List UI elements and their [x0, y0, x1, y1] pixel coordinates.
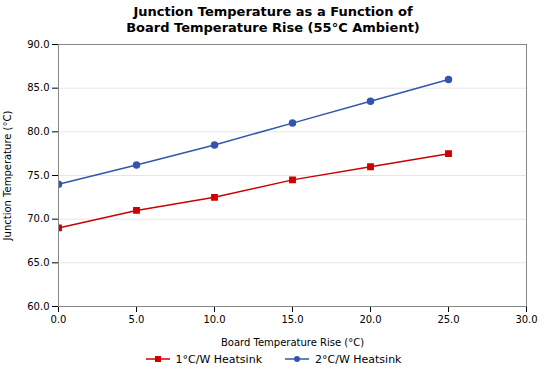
svg-text:25.0: 25.0: [437, 314, 459, 325]
svg-text:30.0: 30.0: [515, 314, 537, 325]
svg-text:5.0: 5.0: [129, 314, 145, 325]
svg-text:75.0: 75.0: [27, 170, 49, 181]
svg-text:20.0: 20.0: [359, 314, 381, 325]
svg-text:0.0: 0.0: [51, 314, 67, 325]
svg-text:85.0: 85.0: [27, 82, 49, 93]
svg-text:10.0: 10.0: [203, 314, 225, 325]
html-text:1°C/W Heatsink: 1°C/W Heatsink: [175, 352, 262, 366]
svg-text:Board Temperature Rise (°C): Board Temperature Rise (°C): [221, 337, 364, 348]
svg-text:60.0: 60.0: [27, 301, 49, 312]
html-text:2°C/W Heatsink: 2°C/W Heatsink: [315, 352, 402, 366]
svg-text:65.0: 65.0: [27, 257, 49, 268]
svg-text:Junction Temperature (°C): Junction Temperature (°C): [2, 111, 13, 242]
svg-text:80.0: 80.0: [27, 126, 49, 137]
svg-text:90.0: 90.0: [27, 39, 49, 50]
svg-text:70.0: 70.0: [27, 213, 49, 224]
html-text:Junction Temperature as a Func: Junction Temperature as a Function of Bo…: [126, 4, 420, 35]
svg-text:15.0: 15.0: [281, 314, 303, 325]
